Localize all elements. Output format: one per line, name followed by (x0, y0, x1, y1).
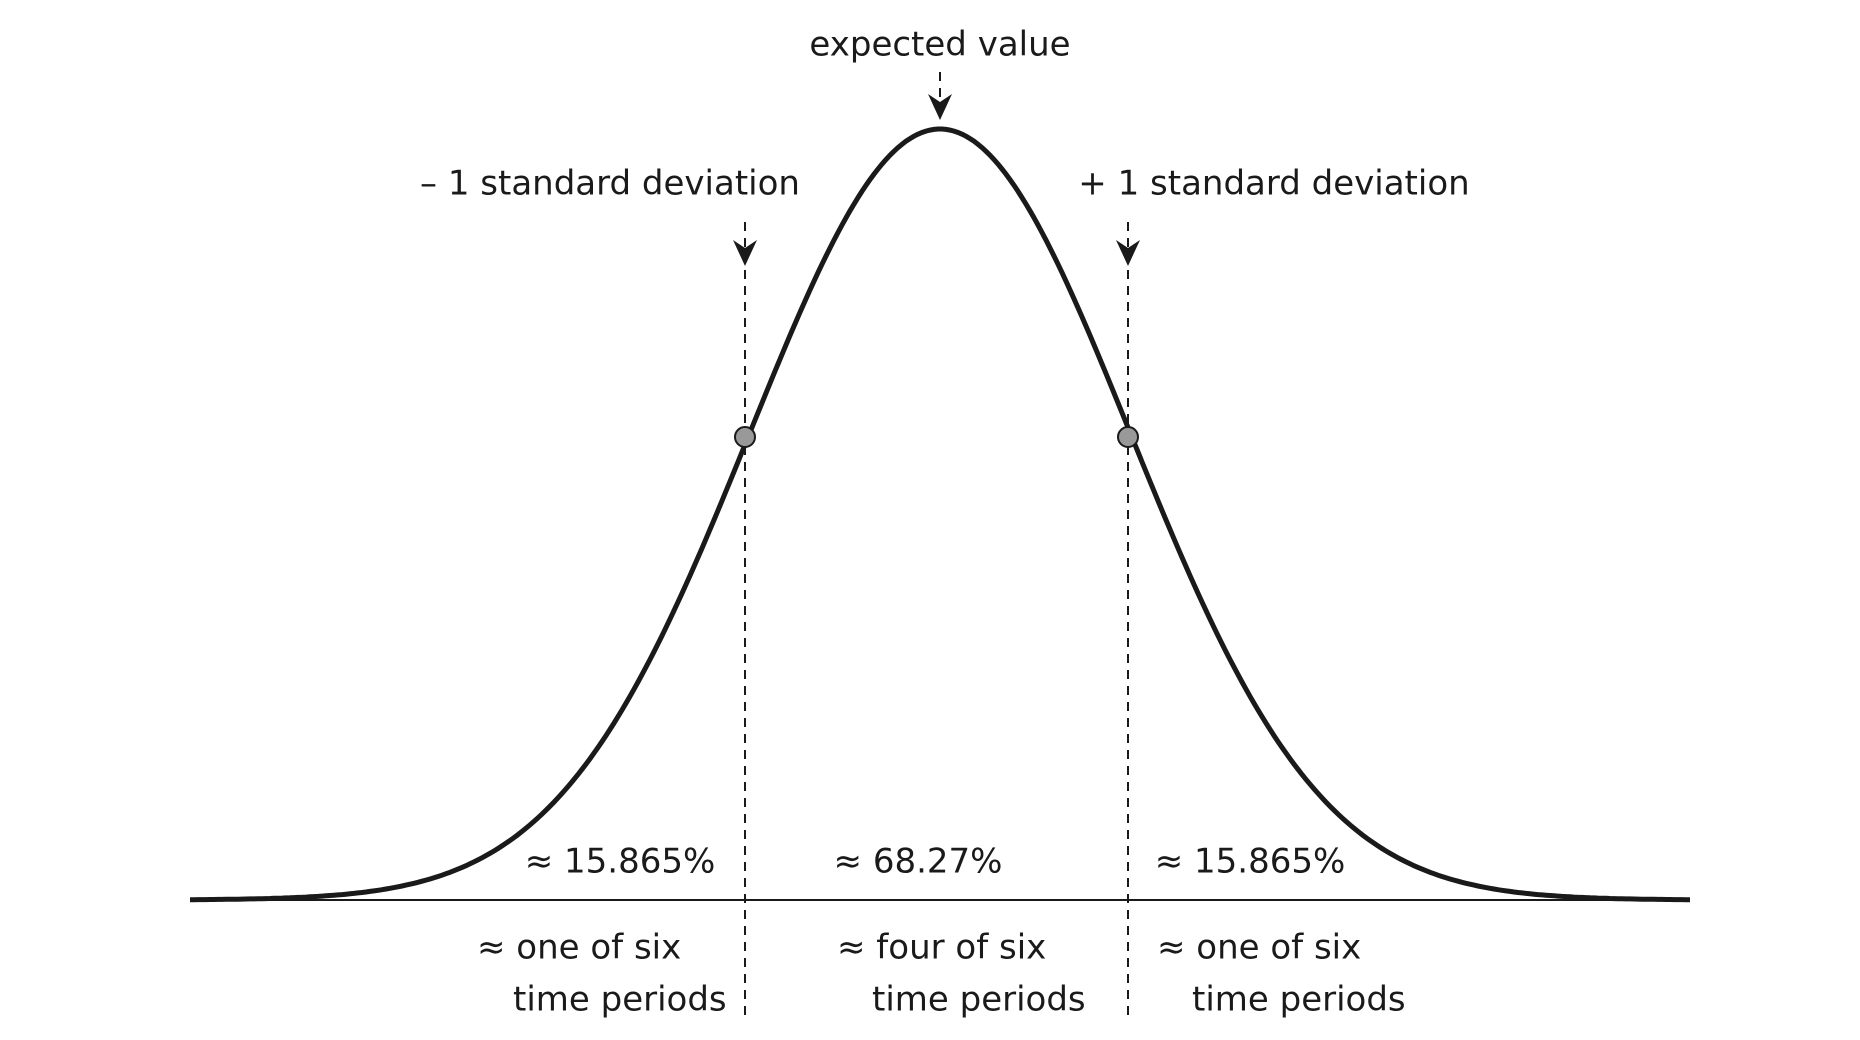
share-label: ≈ 68.27% (834, 842, 1003, 882)
periods-label: ≈ one of six (1157, 928, 1361, 968)
periods-label: ≈ four of six (837, 928, 1046, 968)
plus-sd-label: + 1 standard deviation (1078, 164, 1469, 204)
expected-value-label: expected value (809, 25, 1070, 65)
arrow-head (733, 240, 757, 266)
bell-curve (190, 126, 1690, 903)
share-label: ≈ 15.865% (1155, 842, 1346, 882)
sd-point (1117, 426, 1139, 448)
sd-point (734, 426, 756, 448)
minus-sd-label: – 1 standard deviation (420, 164, 800, 204)
periods-label: time periods (513, 980, 727, 1020)
periods-label: ≈ one of six (477, 928, 681, 968)
share-label: ≈ 15.865% (525, 842, 716, 882)
periods-label: time periods (872, 980, 1086, 1020)
arrow-head (928, 94, 952, 120)
periods-label: time periods (1192, 980, 1406, 1020)
arrow-head (1116, 240, 1140, 266)
